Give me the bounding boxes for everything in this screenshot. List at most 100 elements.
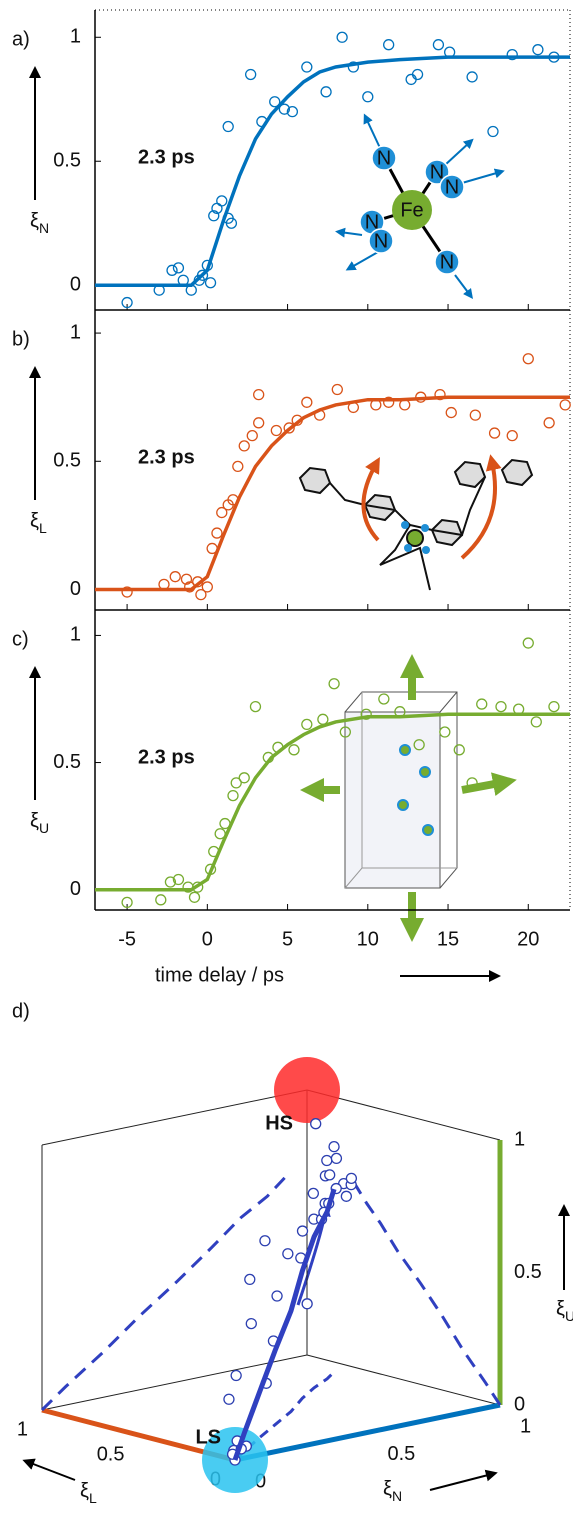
data-point [512,703,525,715]
data-point [339,726,351,738]
data-point [225,217,238,229]
data-point [362,91,374,103]
data-point [177,274,189,286]
y-axis-label-subscript: U [39,820,49,836]
data-point [238,772,250,784]
data-point [208,845,220,858]
data-point [340,1190,353,1202]
data-point [328,678,340,690]
data-point [245,1317,257,1330]
data-point [324,1169,336,1181]
y-tick-label: 1 [70,321,81,343]
data-point [347,61,360,73]
data-point [301,396,313,408]
data-point [244,1273,256,1286]
y-tick-label: 0.5 [53,751,81,773]
center-label: Fe [400,199,423,221]
data-point [253,417,265,429]
data-point [271,1290,283,1302]
u-axis-label-symbol: ξ [556,1298,565,1320]
y-axis-label-subscript: N [39,220,49,236]
data-point [445,406,457,419]
u-tick-label: 1 [514,1128,525,1150]
data-point [232,460,244,473]
data-point [543,417,555,429]
annotation: 2.3 ps [138,146,195,168]
data-point [522,637,534,649]
u-tick-label: 0 [514,1393,525,1415]
data-point [201,259,213,272]
data-point [532,44,544,56]
fit-line [95,712,570,892]
u-tick-label: 0.5 [514,1261,542,1283]
data-point [301,1298,313,1310]
data-point [256,115,268,128]
data-point [121,296,133,309]
data-point [405,73,417,86]
y-tick-label: 1 [70,26,81,48]
l-axis-arrow [22,1458,76,1481]
panel-label: a) [12,28,30,50]
n-axis [234,1402,501,1463]
inset-cell [300,654,517,942]
data-point [195,588,207,601]
data-point [262,751,274,764]
data-point [466,71,478,83]
data-point [201,581,213,593]
panel-label: b) [12,328,30,350]
state-label: HS [265,1112,293,1134]
l-tick-label: 0.5 [97,1443,125,1465]
data-point [330,1152,343,1165]
data-point [269,96,281,108]
data-point [321,1154,333,1167]
data-point [336,31,348,43]
data-point [172,873,185,886]
data-point [291,414,303,426]
data-point [328,1141,340,1153]
n-axis-label-symbol: ξ [383,1478,392,1500]
data-point [238,440,250,452]
data-point [222,120,234,133]
data-point [301,718,313,731]
data-point [272,741,284,753]
l-axis-label-symbol: ξ [80,1480,89,1502]
data-point [223,1393,235,1405]
data-point [432,39,445,51]
data-point [394,706,406,718]
trajectory [232,1188,337,1461]
atom-label: N [445,176,459,198]
data-point [180,573,193,585]
data-point [331,383,343,396]
data-point [378,693,390,705]
data-point [301,61,313,73]
data-point [488,427,501,439]
data-point [219,817,231,830]
data-point [530,716,542,728]
data-point [214,828,226,840]
y-tick-label: 0.5 [53,450,81,472]
data-point [164,876,177,888]
data-point [383,39,395,51]
l-tick-label: 1 [17,1418,28,1440]
data-point [211,527,223,539]
data-point [121,586,133,598]
n-axis-label: ξN [383,1478,402,1503]
atom-label: N [365,211,379,233]
data-point [185,284,197,296]
data-point [206,542,218,555]
data-point [434,388,446,401]
panel-label: d) [12,1000,30,1022]
data-point [439,726,451,738]
data-point [522,353,534,365]
data-point [286,106,299,118]
n-axis-arrow [429,1469,498,1491]
data-point [347,401,360,414]
data-point [188,891,201,903]
n-tick-label: 0.5 [388,1443,416,1465]
data-point [317,713,329,725]
data-point [121,896,133,909]
inset-molecule [335,113,505,299]
y-tick-label: 0.5 [53,150,81,172]
data-point [548,51,560,63]
